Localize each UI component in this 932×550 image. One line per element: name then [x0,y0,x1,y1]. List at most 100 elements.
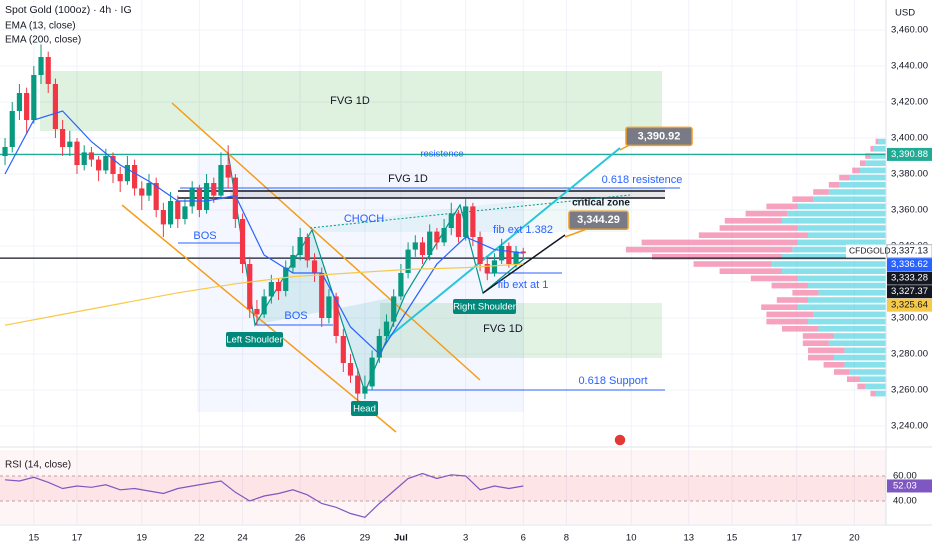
price-tag [887,147,932,161]
volume-up [813,196,886,202]
symbol-label: CFDGOLD [849,245,891,255]
candle-body [297,236,303,255]
volume-up [808,282,886,289]
candle-body [311,260,318,273]
candle-body [369,357,375,387]
volume-down [852,167,860,174]
candle-body [513,251,519,264]
candle-body [419,242,426,255]
volume-up [870,153,886,159]
candle-body [283,267,289,291]
candle-body [196,188,202,210]
price-tag-label: 3,333.28 [891,273,928,284]
volume-down [761,304,798,310]
candle-body [261,296,267,315]
trend-line [482,234,566,294]
y-tick-label: 3,240.00 [891,421,928,432]
volume-down [782,325,819,332]
candle-body [455,213,462,237]
x-tick-label: 10 [626,533,637,544]
volume-up [797,203,886,210]
candle-body [153,183,159,210]
volume-up [818,325,886,332]
candle-body [131,165,138,189]
candle-body [38,57,44,76]
x-tick-label: 8 [564,533,569,544]
flag-icon[interactable] [613,433,627,447]
candle-body [139,188,145,196]
volume-up [808,297,886,303]
candle-body [340,335,346,363]
candle-body [319,272,325,318]
candle-body [254,308,260,315]
volume-down [766,318,808,325]
volume-down [857,383,866,390]
volume-down [745,210,788,217]
candle-body [484,263,490,273]
x-tick-label: 19 [136,533,147,544]
volume-down [860,160,866,167]
target-tag [625,126,693,147]
candle-body [333,296,339,336]
volume-down [776,297,808,303]
y-tick-label: 3,440.00 [891,61,928,72]
volume-down [802,333,834,339]
volume-down [808,347,845,354]
target-label: 3,344.29 [577,214,620,226]
volume-up [849,174,886,181]
volume-up [875,390,886,397]
volume-up [860,167,886,174]
volume-up [828,340,886,346]
annotation: BOS [284,310,307,322]
y-tick-label: 3,360.00 [891,205,928,216]
price-tag-label: 3,337.13 [891,246,928,257]
volume-up [828,189,886,195]
annotation: critical zone [572,198,630,209]
candle-body [268,281,274,297]
candle-body [304,236,310,261]
indicator-label: EMA (200, close) [5,35,81,46]
label-box [453,299,516,314]
candle-body [383,321,390,336]
price-tag-label: 3,325.64 [891,300,928,311]
volume-up [808,232,886,238]
volume-down [870,390,876,397]
price-tag [887,298,932,312]
volume-down [652,253,782,260]
volume-up [834,333,886,339]
candle-body [67,141,73,148]
volume-down [823,361,845,368]
candle-body [81,152,87,166]
volume-down [792,289,819,296]
candle-body [412,242,418,250]
volume-up [782,268,886,274]
rsi-tick-label: 60.00 [893,471,917,482]
indicator-line [4,110,524,355]
candle-body [96,159,102,171]
candle-body [175,200,181,219]
candle-body [347,362,354,376]
candle-body [499,245,505,261]
candle-body [117,174,123,182]
volume-up [878,138,886,145]
candle-body [218,165,224,196]
x-tick-label: 15 [29,533,40,544]
annotation: BOS [193,230,216,242]
x-tick-label: 13 [684,533,695,544]
target-label: 3,390.92 [638,130,681,142]
volume-down [750,275,798,282]
volume-down [808,354,834,361]
candle-body [31,75,37,121]
annotation: fib ext at 1 [498,279,549,291]
candle-body [275,281,282,291]
candle-body [434,231,440,243]
price-tag [887,258,932,272]
candle-body [405,249,411,273]
candle-body [45,57,51,85]
fvg-zone [380,303,662,358]
volume-down [698,232,808,238]
annotation: FVG 1D [330,95,370,107]
price-tag [887,271,932,285]
x-tick-label: 17 [72,533,83,544]
